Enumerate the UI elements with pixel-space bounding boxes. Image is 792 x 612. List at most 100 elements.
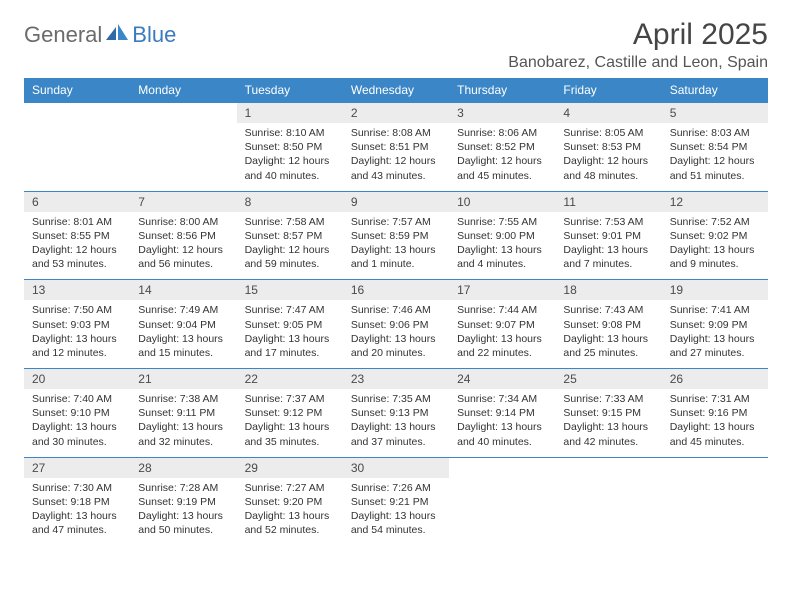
sunrise-text: Sunrise: 7:31 AM	[670, 392, 760, 406]
sunrise-text: Sunrise: 7:37 AM	[245, 392, 335, 406]
daylight-text: Daylight: 13 hours and 15 minutes.	[138, 332, 228, 360]
daylight-text: Daylight: 13 hours and 45 minutes.	[670, 420, 760, 448]
daylight-text: Daylight: 13 hours and 40 minutes.	[457, 420, 547, 448]
logo-text-blue: Blue	[132, 22, 176, 48]
day-info-cell	[662, 478, 768, 546]
daylight-text: Daylight: 13 hours and 42 minutes.	[563, 420, 653, 448]
week-info-row: Sunrise: 8:01 AMSunset: 8:55 PMDaylight:…	[24, 212, 768, 280]
daylight-text: Daylight: 13 hours and 25 minutes.	[563, 332, 653, 360]
sunset-text: Sunset: 8:54 PM	[670, 140, 760, 154]
sunrise-text: Sunrise: 7:47 AM	[245, 303, 335, 317]
daylight-text: Daylight: 12 hours and 56 minutes.	[138, 243, 228, 271]
day-number-cell: 29	[237, 457, 343, 478]
day-number-cell: 25	[555, 369, 661, 390]
daylight-text: Daylight: 13 hours and 4 minutes.	[457, 243, 547, 271]
sunset-text: Sunset: 9:07 PM	[457, 318, 547, 332]
day-number-cell: 6	[24, 191, 130, 212]
sunset-text: Sunset: 8:57 PM	[245, 229, 335, 243]
day-number-cell: 1	[237, 103, 343, 124]
sunset-text: Sunset: 9:09 PM	[670, 318, 760, 332]
sunrise-text: Sunrise: 7:34 AM	[457, 392, 547, 406]
day-number-cell: 10	[449, 191, 555, 212]
day-number-cell: 2	[343, 103, 449, 124]
day-number-cell: 19	[662, 280, 768, 301]
day-number-cell	[449, 457, 555, 478]
sunset-text: Sunset: 9:10 PM	[32, 406, 122, 420]
day-number-cell: 20	[24, 369, 130, 390]
title-block: April 2025 Banobarez, Castille and Leon,…	[508, 18, 768, 72]
week-daynum-row: 27282930	[24, 457, 768, 478]
sunset-text: Sunset: 9:20 PM	[245, 495, 335, 509]
sunrise-text: Sunrise: 7:30 AM	[32, 481, 122, 495]
day-number-cell	[662, 457, 768, 478]
week-daynum-row: 20212223242526	[24, 369, 768, 390]
day-name-header: Sunday	[24, 78, 130, 103]
day-number-cell: 18	[555, 280, 661, 301]
sunrise-text: Sunrise: 7:43 AM	[563, 303, 653, 317]
sunset-text: Sunset: 8:59 PM	[351, 229, 441, 243]
sunrise-text: Sunrise: 8:03 AM	[670, 126, 760, 140]
day-info-cell: Sunrise: 8:05 AMSunset: 8:53 PMDaylight:…	[555, 123, 661, 191]
sunset-text: Sunset: 8:52 PM	[457, 140, 547, 154]
day-number-cell: 21	[130, 369, 236, 390]
daylight-text: Daylight: 12 hours and 40 minutes.	[245, 154, 335, 182]
sunrise-text: Sunrise: 7:35 AM	[351, 392, 441, 406]
day-number-cell: 13	[24, 280, 130, 301]
daylight-text: Daylight: 13 hours and 52 minutes.	[245, 509, 335, 537]
day-number-cell: 11	[555, 191, 661, 212]
day-info-cell: Sunrise: 7:31 AMSunset: 9:16 PMDaylight:…	[662, 389, 768, 457]
sunrise-text: Sunrise: 8:08 AM	[351, 126, 441, 140]
daylight-text: Daylight: 13 hours and 47 minutes.	[32, 509, 122, 537]
sunrise-text: Sunrise: 7:58 AM	[245, 215, 335, 229]
day-number-cell: 7	[130, 191, 236, 212]
daylight-text: Daylight: 12 hours and 45 minutes.	[457, 154, 547, 182]
sunrise-text: Sunrise: 7:26 AM	[351, 481, 441, 495]
sunset-text: Sunset: 9:19 PM	[138, 495, 228, 509]
day-info-cell: Sunrise: 7:34 AMSunset: 9:14 PMDaylight:…	[449, 389, 555, 457]
day-number-cell: 26	[662, 369, 768, 390]
sunrise-text: Sunrise: 7:40 AM	[32, 392, 122, 406]
day-info-cell: Sunrise: 7:37 AMSunset: 9:12 PMDaylight:…	[237, 389, 343, 457]
daylight-text: Daylight: 13 hours and 22 minutes.	[457, 332, 547, 360]
sunset-text: Sunset: 9:14 PM	[457, 406, 547, 420]
daylight-text: Daylight: 13 hours and 37 minutes.	[351, 420, 441, 448]
day-info-cell: Sunrise: 7:33 AMSunset: 9:15 PMDaylight:…	[555, 389, 661, 457]
daylight-text: Daylight: 12 hours and 43 minutes.	[351, 154, 441, 182]
daylight-text: Daylight: 12 hours and 59 minutes.	[245, 243, 335, 271]
daylight-text: Daylight: 12 hours and 53 minutes.	[32, 243, 122, 271]
day-info-cell: Sunrise: 7:43 AMSunset: 9:08 PMDaylight:…	[555, 300, 661, 368]
daylight-text: Daylight: 13 hours and 32 minutes.	[138, 420, 228, 448]
daylight-text: Daylight: 13 hours and 12 minutes.	[32, 332, 122, 360]
day-name-header: Friday	[555, 78, 661, 103]
sunrise-text: Sunrise: 7:53 AM	[563, 215, 653, 229]
daylight-text: Daylight: 12 hours and 48 minutes.	[563, 154, 653, 182]
day-name-header: Wednesday	[343, 78, 449, 103]
sunset-text: Sunset: 9:13 PM	[351, 406, 441, 420]
day-info-cell: Sunrise: 7:57 AMSunset: 8:59 PMDaylight:…	[343, 212, 449, 280]
week-daynum-row: 12345	[24, 103, 768, 124]
day-info-cell: Sunrise: 7:58 AMSunset: 8:57 PMDaylight:…	[237, 212, 343, 280]
daylight-text: Daylight: 13 hours and 1 minute.	[351, 243, 441, 271]
day-number-cell: 8	[237, 191, 343, 212]
day-number-cell: 9	[343, 191, 449, 212]
sunrise-text: Sunrise: 8:10 AM	[245, 126, 335, 140]
daylight-text: Daylight: 13 hours and 7 minutes.	[563, 243, 653, 271]
day-number-cell: 5	[662, 103, 768, 124]
week-daynum-row: 6789101112	[24, 191, 768, 212]
day-number-cell	[24, 103, 130, 124]
day-info-cell: Sunrise: 7:47 AMSunset: 9:05 PMDaylight:…	[237, 300, 343, 368]
sunrise-text: Sunrise: 8:06 AM	[457, 126, 547, 140]
sunrise-text: Sunrise: 7:41 AM	[670, 303, 760, 317]
day-number-cell: 28	[130, 457, 236, 478]
daylight-text: Daylight: 13 hours and 20 minutes.	[351, 332, 441, 360]
sunset-text: Sunset: 9:00 PM	[457, 229, 547, 243]
day-number-cell: 16	[343, 280, 449, 301]
daylight-text: Daylight: 13 hours and 54 minutes.	[351, 509, 441, 537]
day-info-cell: Sunrise: 7:26 AMSunset: 9:21 PMDaylight:…	[343, 478, 449, 546]
day-number-cell: 15	[237, 280, 343, 301]
sunrise-text: Sunrise: 7:28 AM	[138, 481, 228, 495]
sunset-text: Sunset: 9:11 PM	[138, 406, 228, 420]
day-info-cell: Sunrise: 7:46 AMSunset: 9:06 PMDaylight:…	[343, 300, 449, 368]
day-info-cell: Sunrise: 8:03 AMSunset: 8:54 PMDaylight:…	[662, 123, 768, 191]
day-info-cell: Sunrise: 7:55 AMSunset: 9:00 PMDaylight:…	[449, 212, 555, 280]
